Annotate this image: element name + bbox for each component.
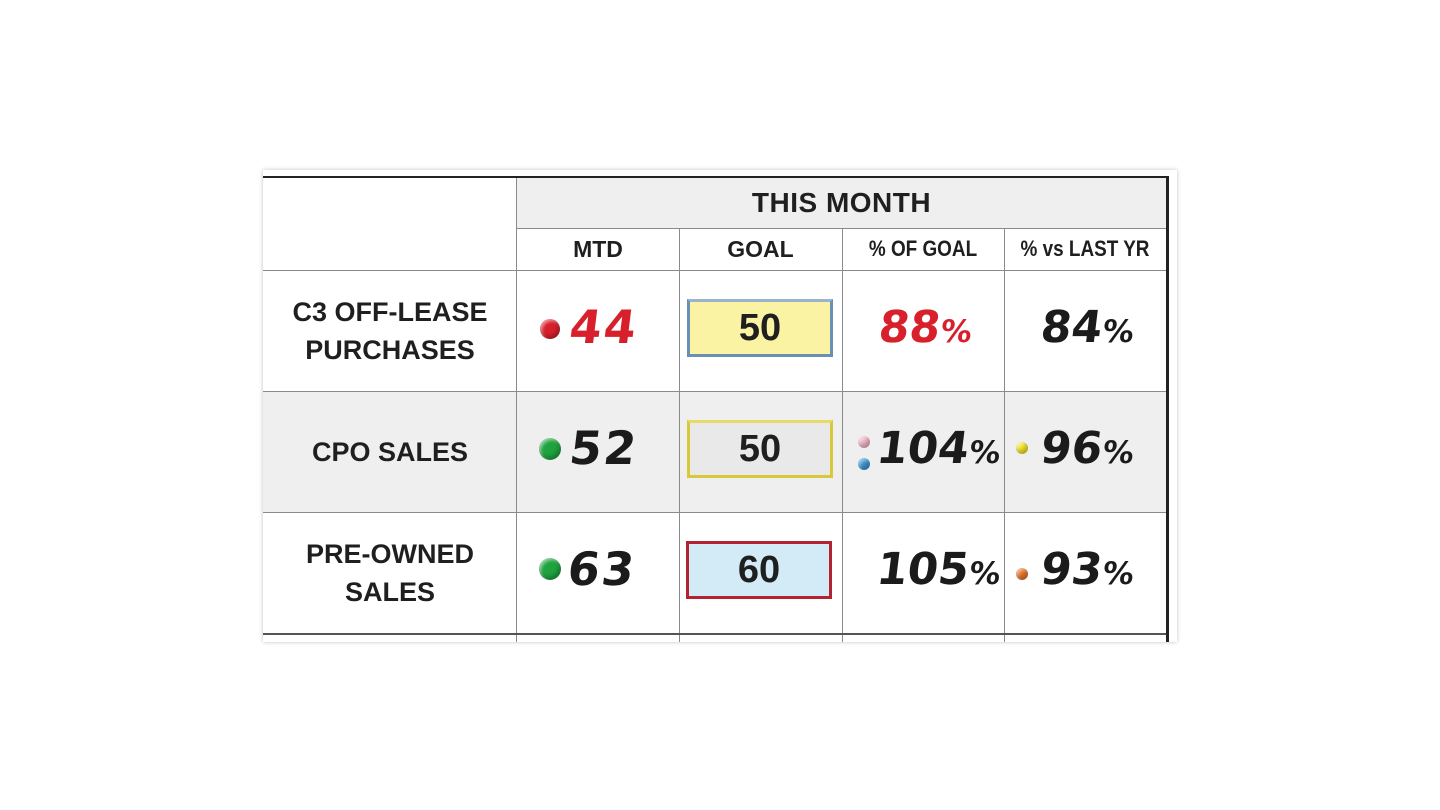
- mtd-value: 63: [564, 542, 640, 596]
- section-title: THIS MONTH: [517, 178, 1166, 228]
- pct-of-goal-value: 105%: [873, 544, 1003, 595]
- divider: [679, 228, 680, 642]
- marker-dot-orange: [1016, 568, 1028, 580]
- right-border: [1166, 176, 1169, 642]
- row-label: C3 OFF-LEASE PURCHASES: [292, 297, 488, 365]
- divider: [842, 228, 843, 642]
- goal-value-box: 50: [687, 420, 833, 478]
- marker-dot-pink: [858, 436, 870, 448]
- column-header-goal: GOAL: [727, 235, 794, 262]
- subheader-band: [517, 228, 1166, 270]
- divider: [263, 512, 1166, 513]
- mtd-value: 52: [566, 421, 642, 475]
- column-header-mtd: MTD: [573, 235, 623, 262]
- table-row: C3 OFF-LEASE PURCHASES 44 50 88% 84%: [263, 271, 1166, 391]
- row-label: PRE-OWNED SALES: [306, 539, 474, 607]
- status-dot-red: [540, 319, 560, 339]
- kpi-scoreboard: THIS MONTH MTD GOAL % OF GOAL % vs LAST …: [263, 170, 1177, 642]
- table-row: CPO SALES 52 50 104% 96%: [263, 392, 1166, 512]
- divider: [263, 633, 1166, 635]
- divider: [1004, 228, 1005, 642]
- pct-of-goal-value: 88%: [875, 302, 975, 353]
- column-header-pct-goal: % OF GOAL: [868, 236, 978, 261]
- divider: [263, 270, 1166, 271]
- pct-vs-last-yr-value: 93%: [1037, 544, 1137, 595]
- pct-of-goal-value: 104%: [873, 423, 1003, 474]
- top-border: [263, 176, 1169, 178]
- pct-vs-last-yr-value: 96%: [1037, 423, 1137, 474]
- status-dot-green: [539, 558, 561, 580]
- goal-value-box: 60: [686, 541, 832, 599]
- marker-dot-yellow: [1016, 442, 1028, 454]
- table-row: PRE-OWNED SALES 63 60 105% 93%: [263, 513, 1166, 633]
- divider: [517, 228, 1166, 229]
- divider: [516, 178, 517, 642]
- pct-vs-last-yr-value: 84%: [1037, 302, 1137, 353]
- marker-dot-blue: [858, 458, 870, 470]
- mtd-value: 44: [566, 300, 642, 354]
- column-header-pct-last-yr: % vs LAST YR: [1020, 236, 1150, 261]
- row-label: CPO SALES: [311, 437, 469, 467]
- divider: [263, 391, 1166, 392]
- status-dot-green: [539, 438, 561, 460]
- goal-value-box: 50: [687, 299, 833, 357]
